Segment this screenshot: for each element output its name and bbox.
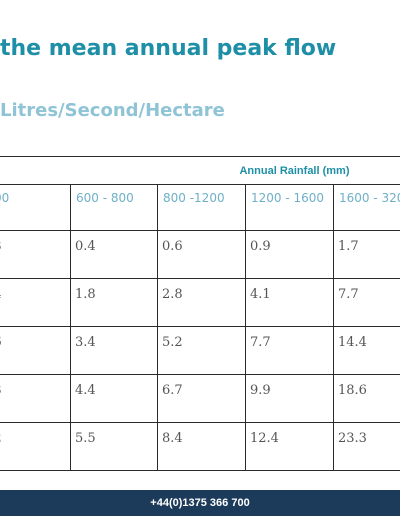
column-header: 1200 - 1600 — [245, 184, 334, 231]
table-cell: 14.4 — [333, 326, 400, 375]
table-cell: 3.4 — [70, 326, 158, 375]
table-cell: 4.1 — [245, 278, 334, 327]
footer-phone: +44(0)1375 366 700 — [150, 497, 250, 509]
table-cell: 0.3 — [0, 230, 71, 279]
column-header: 600 - 800 — [70, 184, 158, 231]
table-cell: 7.7 — [333, 278, 400, 327]
table-cell: 5.5 — [70, 422, 158, 471]
table-cell: 8.4 — [157, 422, 246, 471]
table-cell: 2.6 — [0, 326, 71, 375]
table-cell: 4.2 — [0, 422, 71, 471]
footer-bar: +44(0)1375 366 700 — [0, 490, 400, 516]
table-cell: 6.7 — [157, 374, 246, 423]
table-cell: 1.7 — [333, 230, 400, 279]
table-cell: 5.2 — [157, 326, 246, 375]
rainfall-table-container: Annual Rainfall (mm) -600 600 - 800 800 … — [0, 156, 400, 476]
table-row: 2.6 3.4 5.2 7.7 14.4 — [0, 326, 400, 375]
table-cell: 1.8 — [70, 278, 158, 327]
table-cell: 3.3 — [0, 374, 71, 423]
rainfall-table: Annual Rainfall (mm) -600 600 - 800 800 … — [0, 156, 400, 471]
page-title: the mean annual peak flow — [0, 36, 337, 61]
table-row: 0.3 0.4 0.6 0.9 1.7 — [0, 230, 400, 279]
table-cell: 2.8 — [157, 278, 246, 327]
column-header: -600 — [0, 184, 71, 231]
table-cell: 18.6 — [333, 374, 400, 423]
table-row: 1.4 1.8 2.8 4.1 7.7 — [0, 278, 400, 327]
annual-rainfall-header: Annual Rainfall (mm) — [0, 156, 400, 185]
page-subtitle: Litres/Second/Hectare — [0, 100, 225, 121]
table-cell: 4.4 — [70, 374, 158, 423]
table-cell: 0.9 — [245, 230, 334, 279]
table-cell: 23.3 — [333, 422, 400, 471]
column-header: 800 -1200 — [157, 184, 246, 231]
table-cell: 0.6 — [157, 230, 246, 279]
table-row: 4.2 5.5 8.4 12.4 23.3 — [0, 422, 400, 471]
table-row: 3.3 4.4 6.7 9.9 18.6 — [0, 374, 400, 423]
table-cell: 9.9 — [245, 374, 334, 423]
table-cell: 1.4 — [0, 278, 71, 327]
table-cell: 7.7 — [245, 326, 334, 375]
table-cell: 12.4 — [245, 422, 334, 471]
column-header: 1600 - 3200 — [333, 184, 400, 231]
table-cell: 0.4 — [70, 230, 158, 279]
